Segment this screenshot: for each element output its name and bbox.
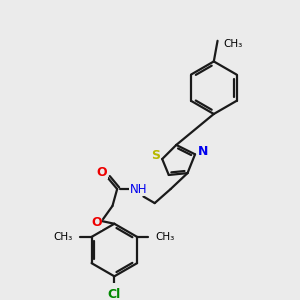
Text: Cl: Cl xyxy=(108,288,121,300)
Text: CH₃: CH₃ xyxy=(156,232,175,242)
Text: CH₃: CH₃ xyxy=(223,39,242,49)
Text: CH₃: CH₃ xyxy=(54,232,73,242)
Text: S: S xyxy=(151,149,160,162)
Text: O: O xyxy=(97,166,107,179)
Text: N: N xyxy=(198,145,209,158)
Text: O: O xyxy=(91,216,102,229)
Text: NH: NH xyxy=(130,182,148,196)
